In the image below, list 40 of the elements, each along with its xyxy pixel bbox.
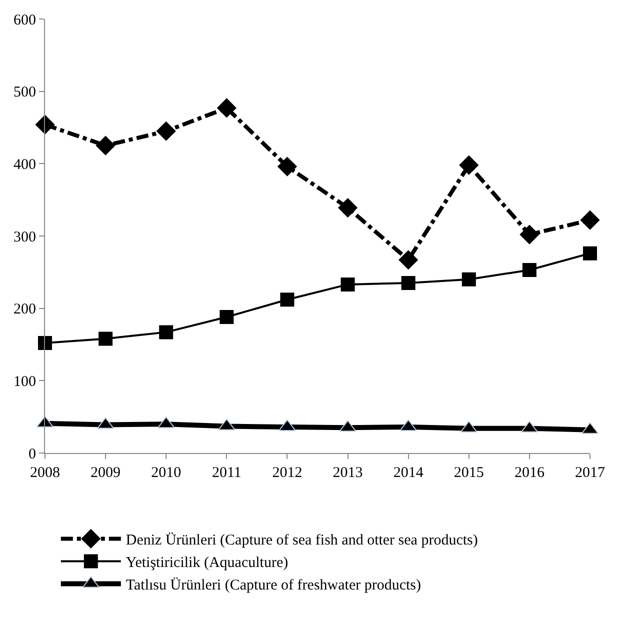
point bbox=[401, 276, 416, 290]
legend-label: Tatlısu Ürünleri (Capture of freshwater products) bbox=[126, 576, 422, 594]
point bbox=[338, 198, 358, 218]
y-tick-label: 600 bbox=[14, 12, 36, 28]
point bbox=[520, 224, 540, 244]
x-tick-label: 2009 bbox=[90, 465, 121, 481]
point bbox=[159, 325, 174, 340]
x-tick-label: 2008 bbox=[30, 465, 60, 481]
x-tick-label: 2013 bbox=[332, 465, 363, 481]
point bbox=[398, 250, 418, 270]
x-tick-label: 2010 bbox=[151, 465, 182, 481]
point bbox=[580, 210, 600, 230]
y-tick-label: 400 bbox=[14, 156, 36, 173]
point bbox=[38, 336, 52, 350]
point bbox=[459, 156, 478, 175]
point bbox=[35, 115, 55, 134]
point bbox=[278, 156, 297, 176]
point bbox=[217, 98, 236, 118]
y-tick-label: 200 bbox=[14, 302, 36, 318]
x-tick-label: 2014 bbox=[393, 465, 424, 481]
x-tick-label: 2011 bbox=[212, 465, 242, 481]
x-tick-label: 2016 bbox=[514, 465, 545, 481]
y-tick-label: 300 bbox=[14, 229, 36, 246]
y-tick-label: 100 bbox=[14, 374, 36, 390]
x-tick-label: 2017 bbox=[575, 465, 606, 481]
y-tick-label: 0 bbox=[28, 446, 36, 462]
point bbox=[96, 136, 116, 156]
point bbox=[98, 332, 113, 346]
point bbox=[340, 277, 355, 292]
legend-label: Yetiştiricilik (Aquaculture) bbox=[126, 555, 288, 572]
point bbox=[522, 263, 536, 277]
point bbox=[280, 292, 294, 307]
point bbox=[156, 122, 176, 141]
point bbox=[462, 272, 476, 286]
x-tick-label: 2015 bbox=[454, 465, 484, 481]
legend-label: Deniz Ürünleri (Capture of sea fish and otter sea products) bbox=[126, 532, 478, 549]
x-tick-label: 2012 bbox=[272, 465, 302, 481]
point bbox=[583, 246, 597, 260]
point bbox=[220, 310, 234, 324]
y-tick-label: 500 bbox=[14, 84, 36, 101]
